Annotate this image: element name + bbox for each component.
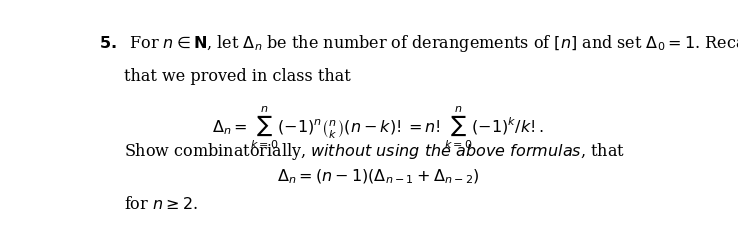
- Text: for $n \geq 2$.: for $n \geq 2$.: [124, 195, 198, 212]
- Text: $\Delta_n = \sum_{k=0}^{n}(-1)^n\binom{n}{k}(n-k)! = n!\sum_{k=0}^{n}(-1)^k/k!.$: $\Delta_n = \sum_{k=0}^{n}(-1)^n\binom{n…: [212, 104, 545, 151]
- Text: $\Delta_n = (n-1)(\Delta_{n-1} + \Delta_{n-2})$: $\Delta_n = (n-1)(\Delta_{n-1} + \Delta_…: [277, 167, 480, 185]
- Text: Show combinatorially, $\mathit{without\ using\ the\ above\ formulas}$, that: Show combinatorially, $\mathit{without\ …: [124, 141, 625, 162]
- Text: that we proved in class that: that we proved in class that: [124, 67, 351, 84]
- Text: $\mathbf{5.}$  For $n \in \mathbf{N}$, let $\Delta_n$ be the number of derangeme: $\mathbf{5.}$ For $n \in \mathbf{N}$, le…: [99, 32, 738, 53]
